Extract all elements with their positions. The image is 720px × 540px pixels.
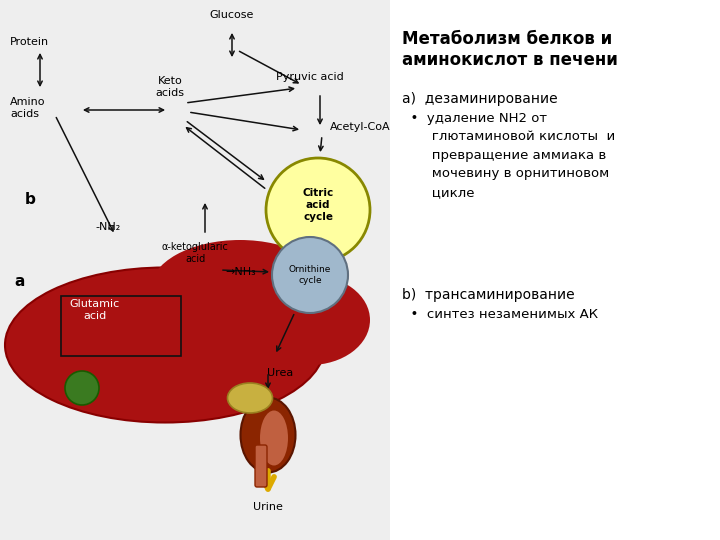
Ellipse shape: [260, 410, 288, 465]
Text: Glucose: Glucose: [210, 10, 254, 20]
FancyBboxPatch shape: [255, 445, 267, 487]
FancyBboxPatch shape: [0, 0, 390, 540]
Text: Amino
acids: Amino acids: [10, 97, 45, 119]
Text: •  синтез незаменимых АК: • синтез незаменимых АК: [402, 308, 598, 321]
Circle shape: [65, 371, 99, 405]
Text: a: a: [15, 274, 25, 289]
Text: Glutamic
acid: Glutamic acid: [70, 299, 120, 321]
Text: -NH₂: -NH₂: [95, 222, 121, 232]
Text: α-ketoglularic
acid: α-ketoglularic acid: [161, 242, 228, 264]
Text: b: b: [24, 192, 35, 207]
Ellipse shape: [228, 383, 272, 413]
Text: Ornithine
cycle: Ornithine cycle: [289, 265, 331, 285]
Circle shape: [266, 158, 370, 262]
Text: •  удаление NH2 от
       глютаминовой кислоты  и
       превращение аммиака в
 : • удаление NH2 от глютаминовой кислоты и…: [402, 112, 616, 199]
Text: b)  трансаминирование: b) трансаминирование: [402, 288, 575, 302]
Text: Urine: Urine: [253, 502, 283, 512]
Text: a)  дезаминирование: a) дезаминирование: [402, 92, 557, 106]
Text: Acetyl-CoA: Acetyl-CoA: [330, 122, 391, 132]
Text: Keto
acids: Keto acids: [156, 76, 184, 98]
Text: →NH₃: →NH₃: [225, 267, 256, 277]
Circle shape: [272, 237, 348, 313]
Text: Метаболизм белков и
аминокислот в печени: Метаболизм белков и аминокислот в печени: [402, 30, 618, 69]
Text: Protein: Protein: [10, 37, 49, 47]
Text: Urea: Urea: [267, 368, 293, 378]
Ellipse shape: [250, 275, 370, 365]
Text: Citric
acid
cycle: Citric acid cycle: [302, 188, 333, 221]
Text: Pyruvic acid: Pyruvic acid: [276, 72, 344, 82]
Ellipse shape: [5, 267, 325, 422]
Ellipse shape: [240, 397, 295, 472]
Ellipse shape: [150, 240, 330, 340]
